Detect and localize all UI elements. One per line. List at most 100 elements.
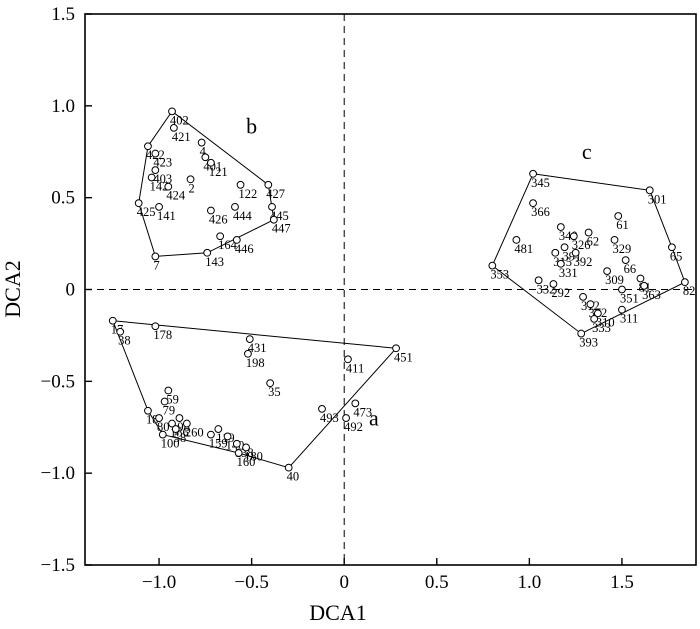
point-4: [197, 138, 206, 147]
point-label-451: 451: [394, 350, 413, 364]
point-label-446: 446: [235, 242, 254, 256]
point-label-493: 493: [320, 411, 339, 425]
point-326: [569, 232, 578, 241]
point-61: [614, 212, 623, 220]
point-label-301: 301: [648, 192, 667, 206]
point-492: [342, 414, 350, 422]
point-142: [147, 173, 156, 182]
x-tick-label-1-5: 1.5: [610, 572, 634, 593]
point-372: [586, 300, 595, 309]
point-40: [284, 463, 293, 472]
point-329: [610, 236, 619, 244]
point-292: [549, 280, 558, 288]
point-label-65: 65: [670, 249, 683, 263]
point-393: [577, 329, 586, 338]
point-65: [668, 243, 676, 252]
point-label-100: 100: [161, 437, 180, 451]
point-138: [232, 439, 241, 448]
point-label-402: 402: [170, 113, 189, 127]
point-427: [264, 180, 273, 189]
point-301: [645, 186, 654, 195]
point-label-122: 122: [239, 187, 258, 201]
point-38: [116, 327, 125, 336]
point-340: [556, 223, 565, 231]
point-label-4: 4: [200, 145, 207, 159]
point-label-260: 260: [185, 426, 204, 440]
point-label-164: 164: [218, 238, 238, 252]
point-424: [164, 182, 173, 191]
point-98: [175, 414, 184, 422]
y-tick-label-1-5: 1.5: [51, 4, 75, 25]
group-label-c: c: [582, 139, 592, 164]
point-391: [560, 243, 569, 252]
point-332: [534, 276, 543, 285]
point-59: [164, 386, 173, 395]
point-label-2: 2: [189, 181, 195, 195]
point-309: [603, 267, 612, 276]
x-axis-label: DCA1: [309, 600, 366, 625]
point-481: [512, 236, 521, 244]
point-402: [168, 107, 176, 116]
point-label-143: 143: [205, 255, 224, 269]
point-473: [351, 399, 360, 408]
point-label-160: 160: [237, 455, 256, 469]
y-tick-label-0-5: 0.5: [51, 188, 75, 209]
point-431: [245, 335, 254, 343]
y-axis-ticks: −1.5 −1.0 −0.5 0 0.5 1.0 1.5: [41, 4, 92, 576]
point-label-421: 421: [172, 130, 191, 144]
point-label-473: 473: [353, 405, 372, 419]
point-80: [155, 414, 163, 422]
point-7: [151, 252, 160, 261]
point-label-392: 392: [574, 255, 593, 269]
point-label-345: 345: [531, 176, 550, 190]
point-66: [621, 256, 630, 265]
point-411: [344, 355, 352, 364]
point-label-82: 82: [683, 284, 696, 298]
point-401: [201, 153, 210, 162]
point-label-38: 38: [118, 334, 131, 348]
x-tick-label-1-0: −1.0: [142, 572, 176, 593]
point-label-333: 333: [592, 321, 611, 335]
point-345: [529, 169, 537, 178]
group-b-hull: [138, 110, 275, 257]
point-label-80: 80: [157, 420, 170, 434]
group-label-b: b: [246, 113, 257, 138]
point-82: [680, 278, 689, 287]
point-311: [618, 305, 626, 314]
point-444: [231, 202, 239, 211]
x-tick-label-1-0: 1.0: [517, 572, 541, 593]
point-label-142: 142: [150, 179, 169, 193]
y-tick-label-1-0: 1.0: [51, 96, 75, 117]
point-label-353: 353: [490, 268, 509, 282]
point-140: [223, 432, 232, 441]
point-label-292: 292: [551, 286, 570, 300]
point-label-424: 424: [166, 189, 186, 203]
point-label-481: 481: [514, 242, 533, 256]
point-label-411: 411: [346, 361, 364, 375]
point-label-326: 326: [572, 238, 591, 252]
point-315: [551, 248, 560, 257]
x-tick-label-0: 0: [339, 572, 349, 593]
point-426: [207, 206, 215, 215]
point-2: [186, 175, 195, 184]
point-58: [171, 425, 180, 433]
point-160: [234, 449, 243, 457]
point-label-427: 427: [266, 187, 285, 201]
point-451: [392, 344, 400, 353]
x-tick-label-0-5: −0.5: [234, 572, 268, 593]
point-180: [242, 443, 250, 452]
x-axis-ticks: −1.0 −0.5 0 0.5 1.0 1.5: [142, 558, 634, 593]
point-label-403: 403: [153, 172, 172, 186]
point-label-58: 58: [174, 431, 187, 445]
point-label-198: 198: [246, 356, 265, 370]
point-119: [214, 425, 223, 433]
point-label-329: 329: [613, 242, 632, 256]
point-333: [590, 314, 599, 323]
point-label-444: 444: [233, 209, 253, 223]
point-label-366: 366: [531, 205, 550, 219]
point-186: [168, 419, 176, 428]
point-label-59: 59: [166, 393, 179, 407]
y-axis-label: DCA2: [0, 260, 25, 317]
point-label-159: 159: [209, 437, 228, 451]
